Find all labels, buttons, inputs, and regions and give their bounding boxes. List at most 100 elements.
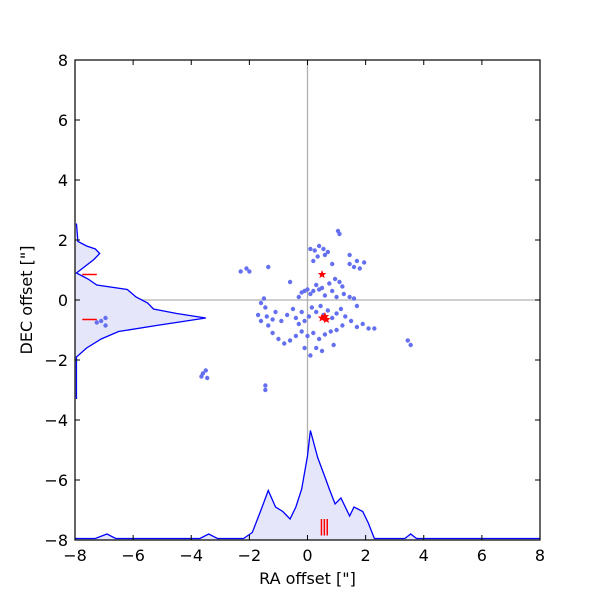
scatter-point bbox=[372, 326, 377, 331]
scatter-point bbox=[347, 294, 352, 300]
scatter-point bbox=[314, 282, 319, 288]
scatter-point bbox=[321, 246, 326, 252]
x-tick-label: 8 bbox=[535, 546, 545, 565]
scatter-point bbox=[319, 285, 325, 291]
scatter-point bbox=[296, 321, 301, 327]
scatter-point bbox=[330, 315, 335, 321]
scatter-point bbox=[309, 305, 315, 310]
y-tick-label: −6 bbox=[44, 471, 68, 490]
scatter-point bbox=[319, 348, 325, 354]
scatter-point bbox=[330, 261, 335, 267]
scatter-point bbox=[103, 315, 108, 321]
x-histogram-fill bbox=[75, 430, 540, 540]
scatter-point bbox=[302, 345, 307, 351]
scatter-point bbox=[258, 300, 264, 306]
scatter-point bbox=[273, 309, 278, 315]
scatter-point bbox=[308, 353, 313, 358]
scatter-point bbox=[354, 324, 360, 330]
x-tick-label: 6 bbox=[477, 546, 487, 565]
x-axis-label: RA offset ["] bbox=[259, 569, 356, 588]
scatter-point bbox=[203, 368, 208, 373]
x-tick-label: −2 bbox=[238, 546, 262, 565]
scatter-point bbox=[316, 243, 322, 249]
plot-inner bbox=[75, 60, 540, 540]
scatter-point bbox=[312, 248, 317, 253]
scatter-point bbox=[334, 327, 339, 333]
scatter-point bbox=[347, 252, 352, 258]
scatter-point bbox=[405, 338, 410, 343]
x-tick-label: 4 bbox=[419, 546, 429, 565]
scatter-point bbox=[244, 266, 249, 271]
scatter-point bbox=[351, 296, 357, 301]
scatter-point bbox=[308, 246, 313, 252]
scatter-point bbox=[264, 314, 270, 319]
scatter-point bbox=[354, 258, 360, 264]
scatter-point bbox=[322, 332, 328, 337]
plot-area bbox=[74, 59, 541, 541]
scatter-point bbox=[103, 323, 108, 328]
scatter-point bbox=[315, 254, 320, 259]
scatter-point bbox=[98, 318, 104, 324]
scatter-point bbox=[263, 387, 268, 393]
scatter-point bbox=[299, 309, 304, 315]
scatter-point bbox=[311, 258, 316, 264]
star-marker bbox=[320, 312, 330, 321]
scatter-point bbox=[408, 342, 413, 348]
y-tick-label: −4 bbox=[44, 411, 68, 430]
scatter-point bbox=[357, 266, 363, 271]
scatter-point bbox=[293, 333, 299, 339]
scatter-point bbox=[200, 371, 206, 376]
scatter-point bbox=[340, 323, 345, 328]
scatter-point bbox=[276, 336, 281, 342]
x-tick-label: −8 bbox=[63, 546, 87, 565]
x-tick-label: 2 bbox=[361, 546, 371, 565]
scatter-point bbox=[299, 329, 304, 334]
y-tick-label: 6 bbox=[58, 111, 68, 130]
ticks: −8 −6 −4 −2 0 2 4 6 8 −8 −6 −4 −2 0 2 4 6 8 bbox=[44, 51, 545, 565]
scatter-point bbox=[366, 326, 371, 331]
scatter-point bbox=[287, 338, 293, 343]
scatter-point bbox=[325, 308, 331, 313]
scatter-point bbox=[238, 269, 243, 274]
y-tick-label: −8 bbox=[44, 531, 68, 550]
scatter-point bbox=[314, 345, 319, 351]
scatter-point bbox=[331, 342, 336, 348]
scatter-point bbox=[296, 294, 301, 300]
scatter-point bbox=[293, 315, 299, 321]
scatter-point bbox=[266, 264, 271, 270]
scatter-point bbox=[306, 314, 312, 319]
scatter-point bbox=[334, 294, 339, 300]
y-histogram-fill bbox=[75, 223, 206, 399]
y-tick-label: 8 bbox=[58, 51, 68, 70]
scatter-point bbox=[322, 293, 328, 298]
x-histogram-line bbox=[75, 430, 540, 540]
scatter-point bbox=[279, 318, 284, 324]
scatter-point bbox=[305, 333, 310, 339]
scatter-point bbox=[332, 276, 338, 282]
scatter-point bbox=[360, 321, 365, 327]
y-tick-label: −2 bbox=[44, 351, 68, 370]
y-tick-label: 0 bbox=[58, 291, 68, 310]
scatter-point bbox=[290, 306, 296, 312]
scatter-point bbox=[261, 296, 267, 301]
scatter-point bbox=[322, 252, 328, 258]
x-tick-label: 0 bbox=[302, 546, 312, 565]
scatter-point bbox=[270, 317, 275, 322]
scatter-point bbox=[311, 288, 316, 294]
scatter-point bbox=[335, 228, 341, 234]
y-tick-label: 2 bbox=[58, 231, 68, 250]
scatter-point bbox=[314, 309, 319, 315]
scatter-point bbox=[305, 287, 310, 292]
scatter-point bbox=[247, 269, 252, 274]
scatter-point bbox=[351, 264, 357, 270]
y-tick-label: 4 bbox=[58, 171, 68, 190]
scatter-point bbox=[263, 305, 268, 310]
scatter-point bbox=[316, 336, 322, 342]
scatter-point bbox=[327, 281, 332, 286]
y-axis-label: DEC offset ["] bbox=[17, 246, 36, 355]
scatter-point bbox=[340, 284, 345, 289]
scatter-point bbox=[302, 318, 307, 324]
scatter-point bbox=[311, 330, 316, 336]
scatter-point bbox=[318, 303, 323, 309]
